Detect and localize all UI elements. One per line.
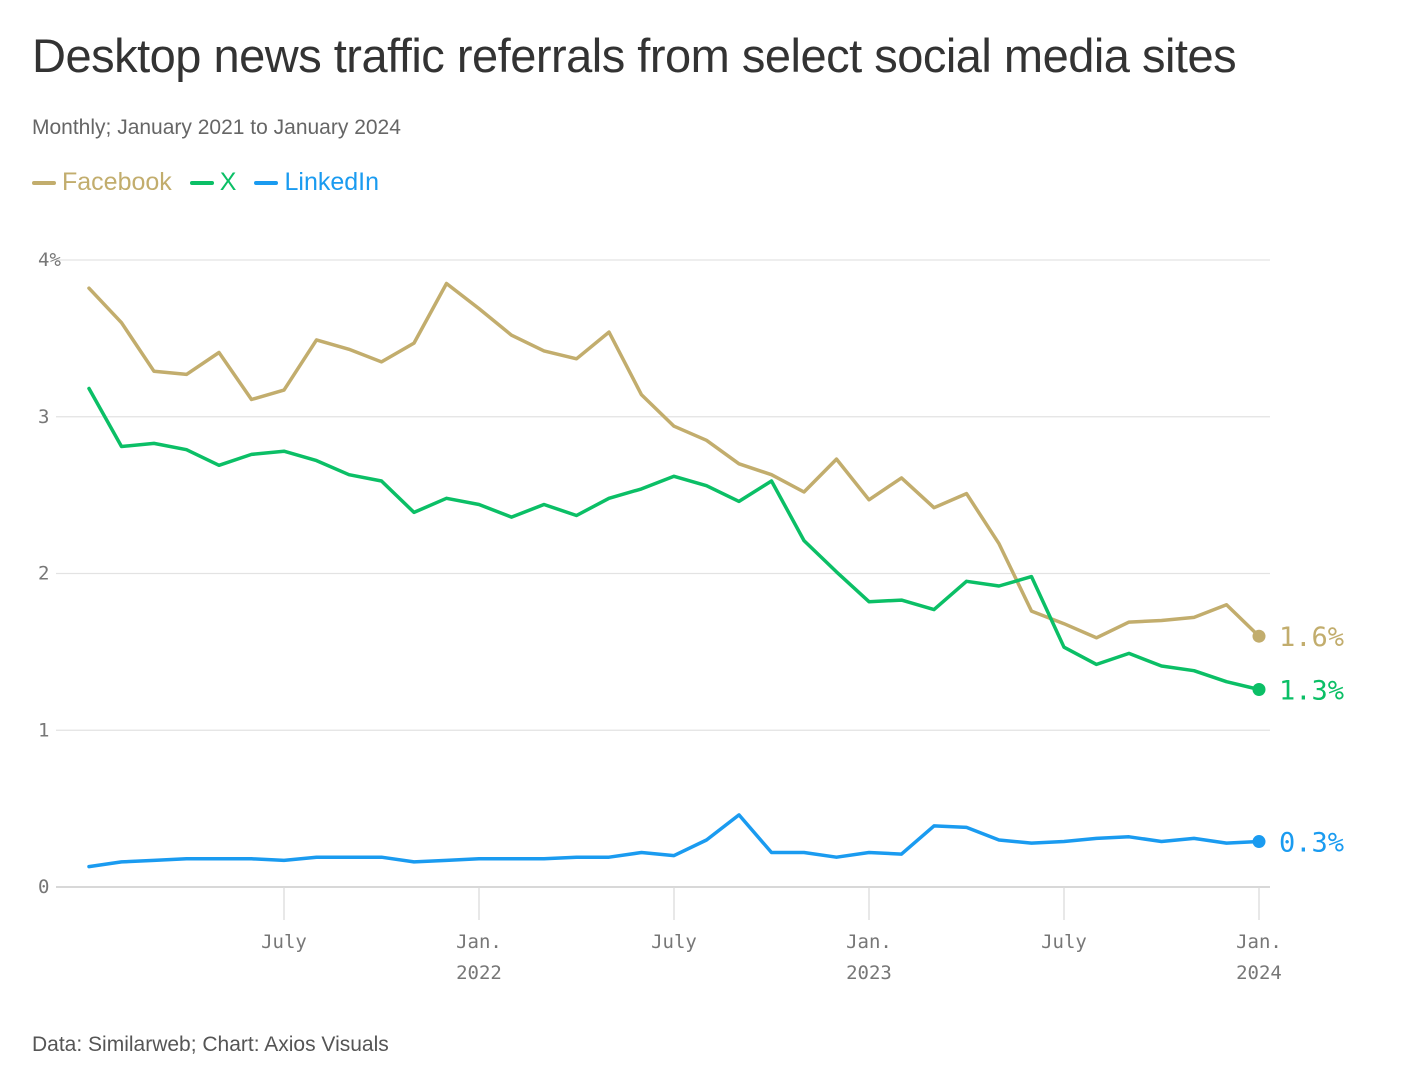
series-line-linkedin	[87, 813, 1261, 869]
x-tick-label: July	[651, 931, 697, 953]
legend: Facebook X LinkedIn	[32, 168, 379, 197]
x-tick-year-label: 2024	[1236, 962, 1282, 984]
series-line-facebook	[87, 281, 1261, 640]
line-chart: 4% 3 2 1 0 July Jan. 2022 July Jan. 2023 July Jan. 20…	[38, 249, 1344, 984]
source-note: Data: Similarweb; Chart: Axios Visuals	[32, 1033, 389, 1056]
end-label-facebook: 1.6%	[1279, 622, 1344, 653]
y-tick-label: 1	[38, 719, 49, 741]
y-tick-label: 2	[38, 563, 49, 585]
legend-label-linkedin: LinkedIn	[284, 168, 380, 196]
legend-item-facebook: Facebook	[32, 168, 172, 197]
legend-swatch-linkedin	[254, 180, 279, 185]
x-tick-year-label: 2022	[456, 962, 502, 984]
legend-label-x: X	[219, 168, 237, 196]
x-tick-label: Jan.	[456, 931, 502, 953]
x-tick-label: July	[1041, 931, 1087, 953]
end-label-x: 1.3%	[1279, 675, 1344, 706]
chart-title: Desktop news traffic referrals from sele…	[32, 29, 1237, 82]
x-tick-label: Jan.	[846, 931, 892, 953]
legend-label-facebook: Facebook	[62, 168, 172, 196]
end-point-x	[1252, 682, 1266, 696]
x-tick-label: July	[261, 931, 307, 953]
end-label-linkedin: 0.3%	[1279, 828, 1344, 859]
y-tick-label: 4%	[38, 249, 61, 271]
series-line-x	[87, 386, 1261, 692]
legend-item-x: X	[189, 168, 237, 197]
end-point-facebook	[1252, 629, 1266, 643]
y-tick-label: 3	[38, 406, 49, 428]
x-tick-year-label: 2023	[846, 962, 892, 984]
y-tick-label: 0	[38, 876, 49, 898]
legend-swatch-x	[189, 180, 214, 185]
chart-subtitle: Monthly; January 2021 to January 2024	[32, 116, 401, 139]
end-point-linkedin	[1252, 835, 1266, 849]
legend-swatch-facebook	[32, 180, 56, 185]
legend-item-linkedin: LinkedIn	[254, 168, 379, 197]
x-tick-label: Jan.	[1236, 931, 1282, 953]
